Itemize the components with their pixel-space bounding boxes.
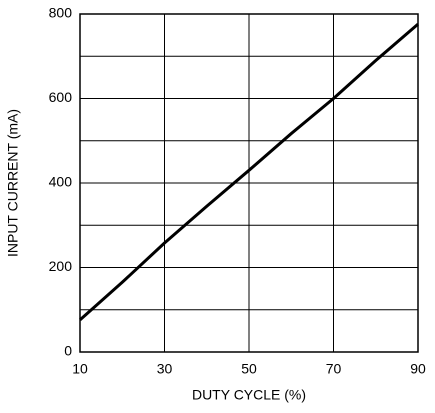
x-tick-label: 30 <box>157 361 173 377</box>
y-tick-label: 400 <box>49 174 73 190</box>
x-axis-label: DUTY CYCLE (%) <box>192 387 306 403</box>
x-tick-label: 10 <box>72 361 88 377</box>
x-tick-label: 90 <box>410 361 426 377</box>
y-tick-label: 200 <box>49 258 73 274</box>
y-axis-label: INPUT CURRENT (mA) <box>5 109 21 257</box>
x-tick-label: 70 <box>326 361 342 377</box>
x-tick-label: 50 <box>241 361 257 377</box>
data-line <box>79 23 419 322</box>
y-tick-label: 800 <box>49 5 73 21</box>
y-tick-label: 0 <box>64 343 72 359</box>
y-tick-label: 600 <box>49 89 73 105</box>
